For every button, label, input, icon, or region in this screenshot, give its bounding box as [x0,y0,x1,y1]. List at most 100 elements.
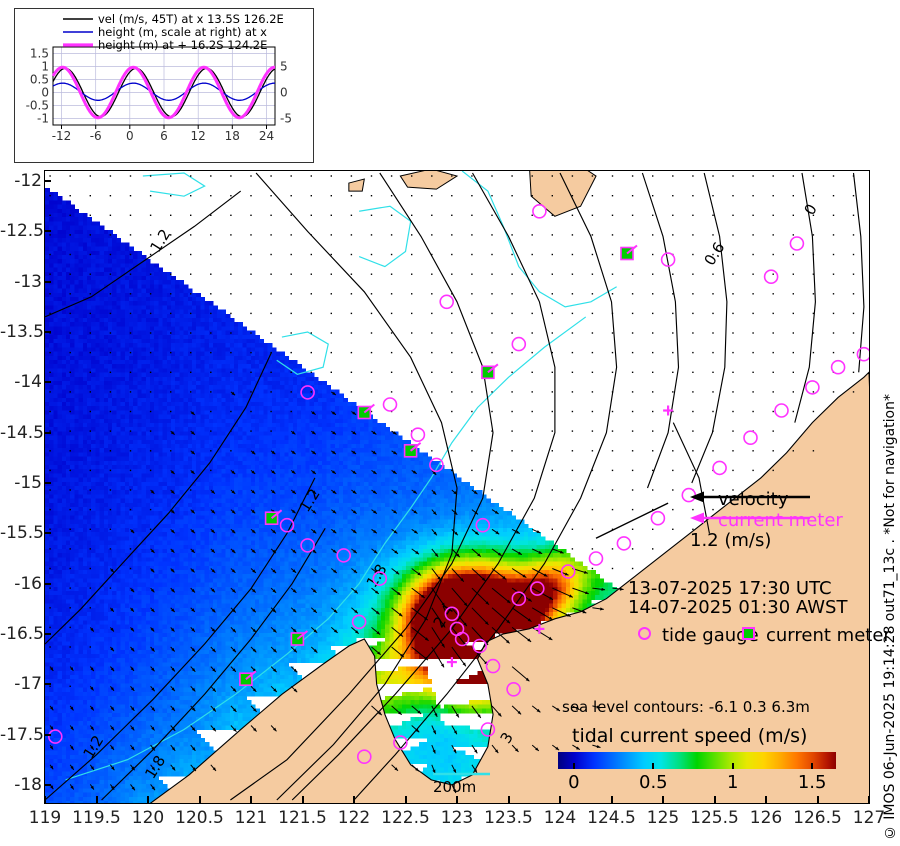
tide-gauge-marker[interactable] [372,571,388,586]
sea-level-contour-line [691,172,728,484]
inset-x-tick-label: 24 [259,129,274,143]
tide-gauge-marker[interactable] [712,460,727,476]
tide-gauge-marker[interactable] [529,581,545,596]
tide-gauge-marker[interactable] [300,385,315,400]
tide-gauge-marker[interactable] [660,252,676,267]
y-axis-tick-label: -13.5 [0,322,44,343]
colorbar-tick-mark [811,763,814,769]
tide-gauge-marker[interactable] [480,722,496,737]
inset-x-tick-label: -12 [52,129,72,143]
inset-left-y-tick-label: 1.5 [30,47,49,61]
tide-gauge-marker[interactable] [48,729,63,744]
tide-gauge-marker[interactable] [475,517,491,533]
colorbar-tick-label: 0.5 [638,772,668,793]
contour-label: 0.6 [701,239,729,269]
tide-gauge-marker[interactable] [410,427,426,443]
y-axis-tick-mark [44,582,51,585]
tide-gauge-marker[interactable] [351,614,367,630]
y-axis-tick-label: -14.5 [0,422,44,443]
tide-gauge-marker[interactable] [300,538,315,553]
y-axis-tick-mark [44,280,51,283]
tide-gauge-marker[interactable] [382,397,398,412]
inset-timeseries-plot[interactable]: -12 -6 0 6 12 18 24 1.5 1 0.5 0 -0.5 -1 5 0 -5 vel (m/s,… [14,8,314,163]
tide-gauge-marker[interactable] [336,548,352,563]
inset-right-y-tick-label: 5 [280,60,288,74]
tide-gauge-marker[interactable] [454,631,470,647]
tide-gauge-marker[interactable] [532,203,547,219]
tide-gauge-marker[interactable] [743,430,758,446]
inset-series-line [51,65,275,120]
y-axis-tick-mark [44,683,51,686]
y-axis-tick-mark [44,632,51,635]
map-plot-area[interactable]: 1.2 1.8 2.4 3 0.6 0 1.2 1.2 1.8 [44,170,870,804]
x-axis-tick-label: 125 [646,808,680,828]
tide-gauge-marker[interactable] [511,591,527,607]
inset-legend-label: vel (m/s, 45T) at x 13.5S 126.2E [98,12,284,26]
x-axis-tick-label: 125.5 [690,808,739,828]
tide-gauge-marker[interactable] [429,457,444,473]
x-axis-tick-label: 123.5 [484,808,533,828]
inset-x-tick-label: 18 [225,129,240,143]
tide-gauge-legend-label: tide gauge [662,625,759,646]
colorbar-tick-mark [731,763,734,769]
colorbar-tick-label: 1.5 [797,772,827,793]
tide-gauge-marker[interactable] [393,735,408,750]
tide-gauge-marker[interactable] [279,517,295,533]
tide-gauge-legend-icon [638,627,651,640]
island [529,171,597,217]
y-axis-tick-label: -13 [14,271,42,292]
colorbar-tick-mark [652,763,655,769]
y-axis-tick-label: -12.5 [0,221,44,242]
tide-gauge-marker[interactable] [650,510,666,526]
tide-gauge-marker[interactable] [830,359,846,375]
x-axis-tick-mark [44,796,46,803]
x-axis-tick-label: 122.5 [381,808,430,828]
inset-x-tick-label: 0 [126,129,134,143]
key-pointer-line [595,502,669,539]
tide-gauge-marker[interactable] [511,336,527,352]
x-axis-tick-mark [559,796,561,803]
island [399,171,459,190]
y-axis-tick-label: -18 [14,774,42,795]
tide-gauge-marker[interactable] [616,536,632,551]
map-canvas: 1.21.82.430.601.21.21.8 [45,171,869,803]
tide-gauge-marker[interactable] [506,681,521,697]
inset-left-y-tick-label: 0.5 [30,73,49,87]
tide-gauge-marker[interactable] [763,269,779,284]
x-axis-tick-mark [301,796,304,803]
datetime-utc: 13-07-2025 17:30 UTC [628,578,832,599]
contour-label: 1.2 [146,226,174,256]
current-meter-markers[interactable] [239,244,674,687]
y-axis-tick-mark [44,783,51,786]
tide-gauge-marker[interactable] [805,380,820,395]
tide-gauge-marker[interactable] [774,403,789,418]
tide-gauge-marker[interactable] [356,749,372,765]
tide-gauge-marker[interactable] [789,236,805,251]
copyright-text: © IMOS 06-Jun-2025 19:14:28 out71_13c . … [882,393,898,840]
x-axis-tick-mark [456,796,458,803]
tide-gauge-marker[interactable] [444,606,460,622]
tide-gauge-marker[interactable] [439,294,455,310]
sea-level-contours-note: sea level contours: -6.1 0.3 6.3m [562,698,810,716]
tide-gauge-marker[interactable] [485,658,501,674]
x-axis-tick-mark [765,796,767,803]
tide-gauge-marker[interactable] [472,638,488,654]
y-axis-tick-label: -16 [14,573,42,594]
sea-level-contour-line [852,172,865,373]
bathymetry-contour [358,205,412,268]
x-axis-tick-mark [250,796,252,803]
y-axis-tick-mark [44,381,51,384]
x-axis-tick-label: 121 [234,808,268,828]
inset-right-y-tick-label: 0 [280,86,288,100]
tide-gauge-markers[interactable] [48,203,869,765]
tide-gauge-marker[interactable] [588,551,604,566]
tide-gauge-marker[interactable] [856,346,869,362]
x-axis-tick-label: 120.5 [175,808,224,828]
inset-series-line [52,82,276,101]
inset-left-y-tick-label: -1 [37,112,49,126]
colorbar-tick-mark [572,763,575,769]
inset-left-y-tick-label: 1 [41,60,49,74]
tide-gauge-marker[interactable] [560,564,576,579]
bathymetry-contour [276,331,329,375]
y-axis-tick-label: -14 [14,372,42,393]
